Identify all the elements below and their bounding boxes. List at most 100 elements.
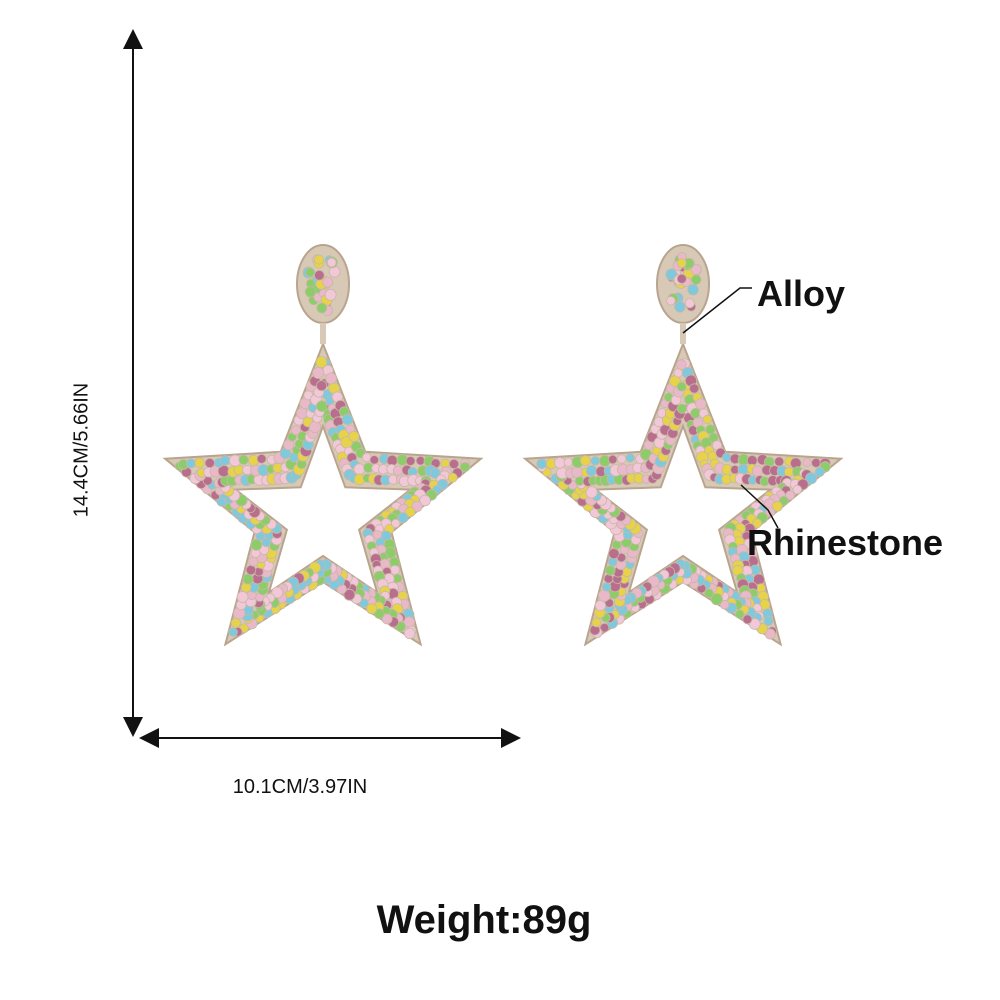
left-star-earring xyxy=(162,244,484,647)
rhinestone-dot xyxy=(415,456,426,466)
rhinestone-dot xyxy=(585,486,598,499)
rhinestone-dot xyxy=(617,454,627,464)
stud-rhinestone-dot xyxy=(684,298,695,309)
rhinestone-dot xyxy=(702,414,713,424)
rhinestone-dot xyxy=(381,613,393,625)
rhinestone-dot xyxy=(228,627,238,637)
rhinestone-dot xyxy=(571,466,583,478)
width-label: 10.1CM/3.97IN xyxy=(232,776,368,798)
rhinestone-dot xyxy=(411,500,423,512)
rhinestone-dot xyxy=(811,457,821,468)
stud-rhinestone-dot xyxy=(322,276,334,288)
rhinestone-dot xyxy=(752,518,762,529)
rhinestone-dot xyxy=(673,368,683,378)
rhinestone-dot xyxy=(353,463,366,476)
rhinestone-dot xyxy=(599,622,610,633)
rhinestone-dot xyxy=(580,455,591,467)
rhinestone-dot xyxy=(608,454,618,465)
rhinestone-dot xyxy=(676,359,687,370)
rhinestone-dot xyxy=(695,398,707,410)
rhinestone-dot xyxy=(343,588,356,601)
rhinestone-dot xyxy=(705,424,716,435)
rhinestone-dot xyxy=(250,538,263,551)
rhinestone-dot xyxy=(236,591,249,603)
rhinestone-dot xyxy=(325,372,338,385)
rhinestone-dot xyxy=(308,420,322,433)
rhinestone-dot xyxy=(366,603,378,615)
rhinestone-dot xyxy=(590,456,601,466)
rhinestone-dot xyxy=(735,609,745,619)
stud-rhinestone-dot xyxy=(691,274,702,285)
weight-label: Weight:89g xyxy=(376,898,592,942)
rhinestone-dot xyxy=(763,616,774,626)
rhinestone-dot xyxy=(752,465,764,477)
rhinestone-dot xyxy=(315,356,328,369)
rhinestone-dot xyxy=(689,383,700,394)
rhinestone-dot xyxy=(316,380,328,392)
rhinestone-dot xyxy=(710,593,723,606)
rhinestone-dot xyxy=(404,506,416,518)
rhinestone-dot xyxy=(814,466,825,477)
rhinestone-dot xyxy=(601,582,612,592)
alloy-callout-line xyxy=(682,287,752,334)
rhinestone-dot xyxy=(419,494,431,507)
stud-rhinestone-dot xyxy=(304,286,317,298)
rhinestone-callout-line xyxy=(740,484,779,529)
rhinestone-dot xyxy=(774,456,785,467)
rhinestone-dot xyxy=(447,472,458,483)
rhinestone-dot xyxy=(459,461,471,473)
rhinestone-dot xyxy=(598,589,611,602)
rhinestone-dot xyxy=(802,457,812,467)
rhinestone-dot xyxy=(271,586,284,599)
stud-rhinestone-dot xyxy=(676,273,687,284)
alloy-callout-label: Alloy xyxy=(757,273,846,314)
stud-rhinestone-dot xyxy=(305,267,316,278)
rhinestone-dot xyxy=(348,430,360,442)
stud-rhinestone-dot xyxy=(665,268,678,281)
stud-rhinestone-dot xyxy=(674,301,686,313)
rhinestone-dot xyxy=(676,403,688,414)
rhinestone-dot xyxy=(792,484,803,495)
rhinestone-dot xyxy=(392,465,404,476)
rhinestone-dot xyxy=(608,547,620,560)
rhinestone-dot xyxy=(448,458,460,470)
rhinestone-dot xyxy=(194,457,205,469)
rhinestone-dot xyxy=(404,627,416,640)
rhinestone-dot xyxy=(204,457,215,469)
rhinestone-dot xyxy=(369,455,380,465)
rhinestone-dot xyxy=(603,573,614,584)
stud-rhinestone-dot xyxy=(666,296,676,306)
stud-rhinestone-dot xyxy=(316,302,328,314)
stud-rhinestone-dot xyxy=(687,284,699,296)
height-label: 14.4CM/5.66IN xyxy=(70,382,93,518)
rhinestone-dot xyxy=(704,588,714,599)
rhinestone-dot xyxy=(405,456,416,466)
stud-rhinestone-dot xyxy=(676,258,687,269)
rhinestone-dot xyxy=(290,425,301,436)
rhinestone-dot xyxy=(719,599,730,610)
rhinestone-dot xyxy=(625,453,635,463)
rhinestone-dot xyxy=(238,454,249,465)
rhinestone-dot xyxy=(563,457,574,467)
stud-rhinestone-dot xyxy=(326,257,337,268)
rhinestone-dot xyxy=(256,453,267,464)
stud-rhinestone-dot xyxy=(324,288,337,301)
rhinestone-dot xyxy=(536,458,547,470)
stud-rhinestone-dot xyxy=(313,254,324,265)
rhinestone-dot xyxy=(721,452,732,463)
rhinestone-dot xyxy=(245,564,257,576)
rhinestone-dot xyxy=(312,366,325,379)
rhinestone-dot xyxy=(219,455,231,466)
rhinestone-dot xyxy=(554,457,566,469)
rhinestone-dot xyxy=(785,490,795,501)
rhinestone-dot xyxy=(764,628,776,640)
rhinestone-dot xyxy=(315,400,328,413)
rhinestone-dot xyxy=(605,565,616,576)
rhinestone-dot xyxy=(772,500,783,512)
rhinestone-dot xyxy=(373,608,385,619)
stud-rhinestone-dot xyxy=(313,269,325,281)
rhinestone-dot xyxy=(805,472,818,485)
rhinestone-dot xyxy=(591,617,602,628)
rhinestone-callout-label: Rhinestone xyxy=(747,522,944,563)
